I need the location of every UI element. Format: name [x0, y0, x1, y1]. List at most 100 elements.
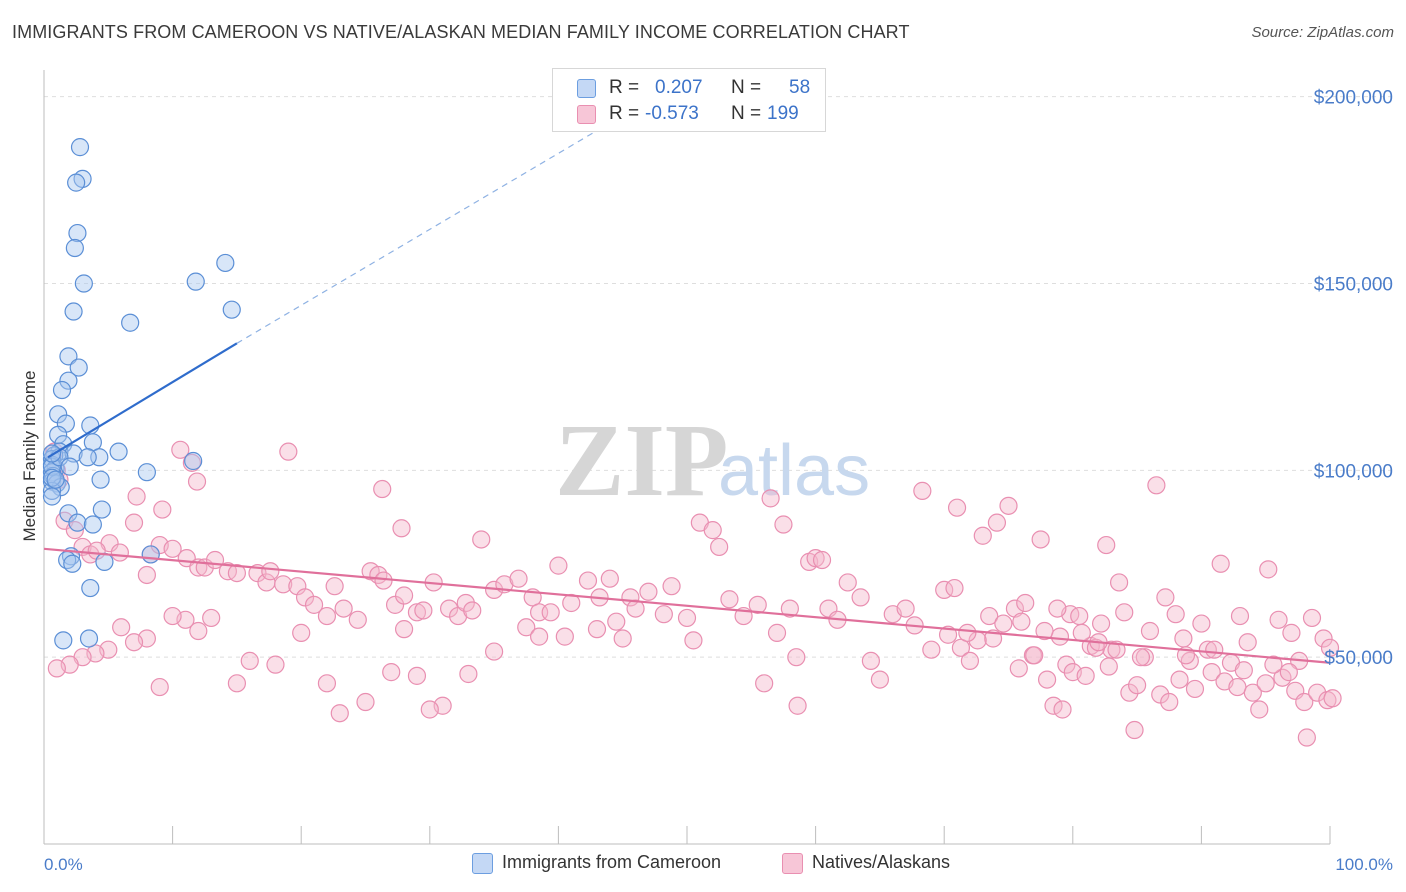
trend-line-cameroon: [47, 342, 238, 459]
natives-point-153: [292, 623, 311, 642]
natives-point-128: [1282, 623, 1301, 642]
cameroon-point-48: [63, 554, 82, 573]
natives-point-116: [1166, 605, 1185, 624]
bottom-swatch-natives: [782, 853, 803, 874]
natives-point-171: [187, 472, 207, 491]
natives-point-71: [748, 595, 767, 614]
cameroon-point-47: [95, 552, 114, 571]
legend-r-value-natives: -0.573: [645, 103, 699, 124]
bottom-legend-cameroon-label: Immigrants from Cameroon: [502, 852, 722, 872]
legend-n-label: N =: [731, 77, 762, 98]
natives-point-20: [218, 562, 237, 581]
natives-point-126: [1259, 560, 1278, 579]
natives-point-25: [261, 562, 280, 581]
natives-point-11: [110, 543, 129, 562]
natives-point-32: [334, 599, 353, 618]
natives-point-73: [767, 623, 787, 642]
natives-point-180: [1048, 599, 1067, 618]
natives-point-30: [317, 606, 337, 626]
natives-point-96: [999, 496, 1018, 515]
natives-point-142: [530, 627, 549, 646]
natives-point-161: [150, 677, 169, 697]
natives-point-90: [945, 578, 964, 598]
natives-point-31: [325, 577, 344, 596]
natives-point-56: [578, 571, 598, 590]
natives-point-155: [240, 651, 259, 671]
cameroon-point-13: [59, 371, 78, 390]
cameroon-point-28: [184, 451, 203, 471]
natives-point-176: [947, 498, 967, 517]
cameroon-point-3: [68, 223, 87, 243]
natives-point-112: [1125, 720, 1144, 740]
natives-point-157: [202, 608, 221, 628]
natives-point-54: [549, 556, 568, 575]
cameroon-point-34: [91, 470, 110, 489]
natives-point-201: [1295, 692, 1314, 712]
bottom-swatch-cameroon: [472, 853, 493, 874]
swatch-cameroon: [577, 79, 596, 98]
cameroon-point-38: [42, 481, 62, 500]
natives-point-67: [703, 521, 722, 540]
cameroon-point-12: [69, 358, 88, 377]
legend-r-label-2: R =: [609, 103, 640, 124]
stats-legend: R = 0.207 N = 58 R = -0.573 N = 199: [552, 68, 826, 132]
cameroon-point-8: [64, 302, 83, 321]
natives-point-121: [1211, 554, 1230, 573]
natives-point-186: [1107, 640, 1126, 659]
natives-point-33: [348, 610, 367, 629]
grid-lines: [44, 96, 1396, 658]
natives-point-49: [509, 569, 528, 588]
natives-point-140: [587, 620, 607, 639]
natives-point-82: [861, 651, 880, 671]
source-label: Source: ZipAtlas.com: [1251, 24, 1394, 41]
natives-point-100: [1031, 530, 1050, 549]
natives-point-85: [896, 599, 915, 618]
natives-point-53: [541, 603, 560, 622]
natives-point-197: [1243, 683, 1262, 702]
natives-point-206: [1264, 655, 1283, 674]
natives-point-5: [153, 500, 172, 519]
natives-point-212: [1072, 623, 1091, 642]
natives-point-124: [1238, 633, 1257, 652]
natives-point-207: [1234, 661, 1253, 680]
natives-point-93: [973, 526, 992, 545]
cameroon-point-5: [186, 272, 205, 291]
cameroon-point-0: [70, 138, 90, 157]
cameroon-point-51: [79, 629, 99, 648]
natives-point-175: [279, 442, 298, 461]
natives-point-160: [163, 606, 182, 626]
natives-point-141: [555, 627, 574, 646]
natives-point-219: [938, 625, 958, 644]
natives-point-75: [788, 696, 807, 715]
natives-point-50: [517, 618, 536, 637]
natives-point-58: [600, 569, 619, 588]
natives-point-120: [1198, 640, 1217, 659]
cameroon-point-14: [52, 380, 72, 400]
natives-point-36: [374, 571, 393, 590]
natives-point-68: [710, 537, 729, 557]
cameroon-point-26: [78, 448, 97, 467]
natives-point-64: [662, 577, 681, 596]
natives-point-110: [1109, 573, 1129, 592]
natives-point-214: [1035, 621, 1054, 641]
natives-point-101: [1037, 670, 1057, 689]
natives-point-213: [1050, 627, 1070, 646]
natives-point-113: [1135, 648, 1154, 667]
natives-point-131: [1302, 608, 1322, 628]
natives-point-77: [806, 549, 825, 568]
natives-point-103: [1053, 700, 1072, 719]
natives-point-107: [1091, 614, 1111, 633]
natives-point-144: [459, 664, 478, 684]
cameroon-point-57: [42, 444, 62, 463]
cameroon-point-40: [92, 500, 111, 519]
cameroon-point-44: [141, 545, 160, 564]
natives-point-117: [1174, 629, 1193, 648]
x-tick-label-1: 100.0%: [1335, 855, 1393, 874]
natives-point-215: [1012, 612, 1031, 631]
natives-point-74: [780, 599, 799, 618]
y-tick-label-3: $200,000: [1314, 88, 1393, 109]
cameroon-point-56: [46, 470, 65, 489]
cameroon-point-43: [83, 515, 102, 534]
y-tick-label-2: $150,000: [1314, 275, 1393, 296]
